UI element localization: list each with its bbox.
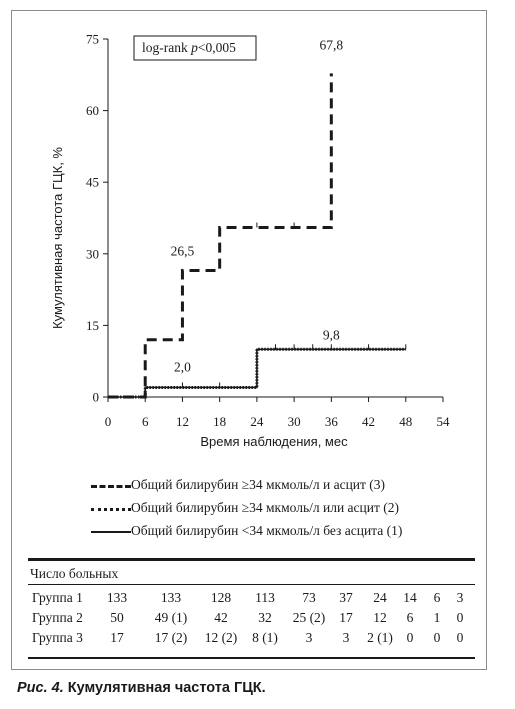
legend: Общий билирубин ≥34 мкмоль/л и асцит (3)… bbox=[75, 474, 475, 543]
y-axis-label: Кумулятивная частота ГЦК, % bbox=[50, 147, 65, 329]
series-group-3-line bbox=[108, 73, 333, 399]
table-row: Группа 1 133 133 128 113 73 37 24 14 6 3 bbox=[28, 588, 475, 608]
legend-swatch-solid bbox=[91, 531, 131, 533]
table-cell: 3 bbox=[342, 630, 350, 645]
x-tick-label: 6 bbox=[142, 414, 149, 429]
x-axis-label: Время наблюдения, мес bbox=[200, 434, 348, 449]
table-cell: 128 bbox=[210, 590, 232, 605]
table-top-rule bbox=[28, 558, 475, 561]
table-cell: 12 (2) bbox=[204, 630, 238, 645]
y-tick-label: 0 bbox=[93, 390, 100, 405]
axes-group: 0 15 30 45 60 75 0 6 12 18 24 30 36 42 48 54 bbox=[86, 32, 450, 430]
table-cell: 37 bbox=[339, 590, 353, 605]
caption-text: Кумулятивная частота ГЦК. bbox=[63, 680, 266, 696]
x-tick-label: 54 bbox=[437, 414, 451, 429]
table-cell: 133 bbox=[160, 590, 182, 605]
legend-label: Общий билирубин ≥34 мкмоль/л и асцит (3) bbox=[131, 477, 386, 492]
table-cell: 3 bbox=[305, 630, 313, 645]
x-tick-label: 18 bbox=[213, 414, 226, 429]
x-tick-label: 42 bbox=[362, 414, 375, 429]
table-cell: 1 bbox=[433, 610, 441, 625]
table-cell: 133 bbox=[106, 590, 128, 605]
row-label: Группа 3 bbox=[32, 630, 83, 645]
table-cell: 3 bbox=[456, 590, 464, 605]
table-cell: 32 bbox=[258, 610, 272, 625]
table-cell: 6 bbox=[433, 590, 441, 605]
table-cell: 0 bbox=[456, 610, 464, 625]
figure-caption: Рис. 4. Кумулятивная частота ГЦК. bbox=[17, 680, 266, 696]
table-cell: 50 bbox=[110, 610, 124, 625]
series-group-2-line bbox=[108, 347, 406, 399]
table-cell: 2 (1) bbox=[367, 630, 393, 645]
data-label: 67,8 bbox=[320, 37, 344, 52]
annotation-text: log-rank p<0,005 bbox=[142, 40, 236, 55]
data-label: 26,5 bbox=[171, 244, 195, 259]
table-cell: 0 bbox=[433, 630, 441, 645]
table-cell: 12 bbox=[373, 610, 387, 625]
x-tick-label: 30 bbox=[288, 414, 301, 429]
legend-item: Общий билирубин ≥34 мкмоль/л или асцит (… bbox=[75, 497, 475, 520]
legend-label: Общий билирубин <34 мкмоль/л без асцита … bbox=[131, 523, 403, 538]
table-cell: 17 bbox=[339, 610, 353, 625]
data-label: 2,0 bbox=[174, 359, 191, 374]
y-tick-label: 15 bbox=[86, 318, 99, 333]
x-tick-label: 12 bbox=[176, 414, 189, 429]
table-row: Группа 2 50 49 (1) 42 32 25 (2) 17 12 6 1 0 bbox=[28, 608, 475, 628]
table-cell: 24 bbox=[373, 590, 387, 605]
table-cell: 73 bbox=[302, 590, 316, 605]
legend-label: Общий билирубин ≥34 мкмоль/л или асцит (… bbox=[131, 500, 399, 515]
table-title: Число больных bbox=[30, 566, 119, 581]
legend-swatch-dotted bbox=[91, 508, 131, 511]
y-tick-label: 60 bbox=[86, 103, 99, 118]
annotation-box bbox=[133, 35, 257, 61]
table-cell: 8 (1) bbox=[252, 630, 278, 645]
x-tick-label: 0 bbox=[105, 414, 112, 429]
row-label: Группа 1 bbox=[32, 590, 83, 605]
legend-swatch-dashed bbox=[91, 485, 131, 488]
table-cell: 17 (2) bbox=[154, 630, 188, 645]
x-tick-label: 36 bbox=[325, 414, 339, 429]
table-separator bbox=[28, 584, 475, 585]
data-label: 9,8 bbox=[323, 327, 340, 342]
table-row: Группа 3 17 17 (2) 12 (2) 8 (1) 3 3 2 (1) 0 0 0 bbox=[28, 628, 475, 648]
table-cell: 0 bbox=[406, 630, 414, 645]
legend-item: Общий билирубин ≥34 мкмоль/л и асцит (3) bbox=[75, 474, 475, 497]
labels-group: 67,8 26,5 2,0 9,8 bbox=[171, 37, 344, 374]
table-cell: 17 bbox=[110, 630, 124, 645]
y-tick-label: 45 bbox=[86, 175, 99, 190]
table-cell: 49 (1) bbox=[154, 610, 188, 625]
row-label: Группа 2 bbox=[32, 610, 83, 625]
table-cell: 0 bbox=[456, 630, 464, 645]
table-bottom-rule bbox=[28, 657, 475, 659]
table-cell: 42 bbox=[214, 610, 228, 625]
y-tick-label: 30 bbox=[86, 246, 99, 261]
y-tick-label: 75 bbox=[86, 32, 99, 47]
legend-item: Общий билирубин <34 мкмоль/л без асцита … bbox=[75, 520, 475, 543]
table-cell: 14 bbox=[403, 590, 417, 605]
table-cell: 113 bbox=[255, 590, 275, 605]
chart: 0 15 30 45 60 75 0 6 12 18 24 30 36 42 48 54 67,8 26,5 2,… bbox=[50, 32, 450, 450]
series-group bbox=[108, 73, 407, 399]
x-tick-label: 24 bbox=[250, 414, 264, 429]
table-cell: 6 bbox=[406, 610, 414, 625]
x-tick-label: 48 bbox=[399, 414, 412, 429]
caption-prefix: Рис. 4. bbox=[17, 680, 64, 696]
table-cell: 25 (2) bbox=[292, 610, 326, 625]
